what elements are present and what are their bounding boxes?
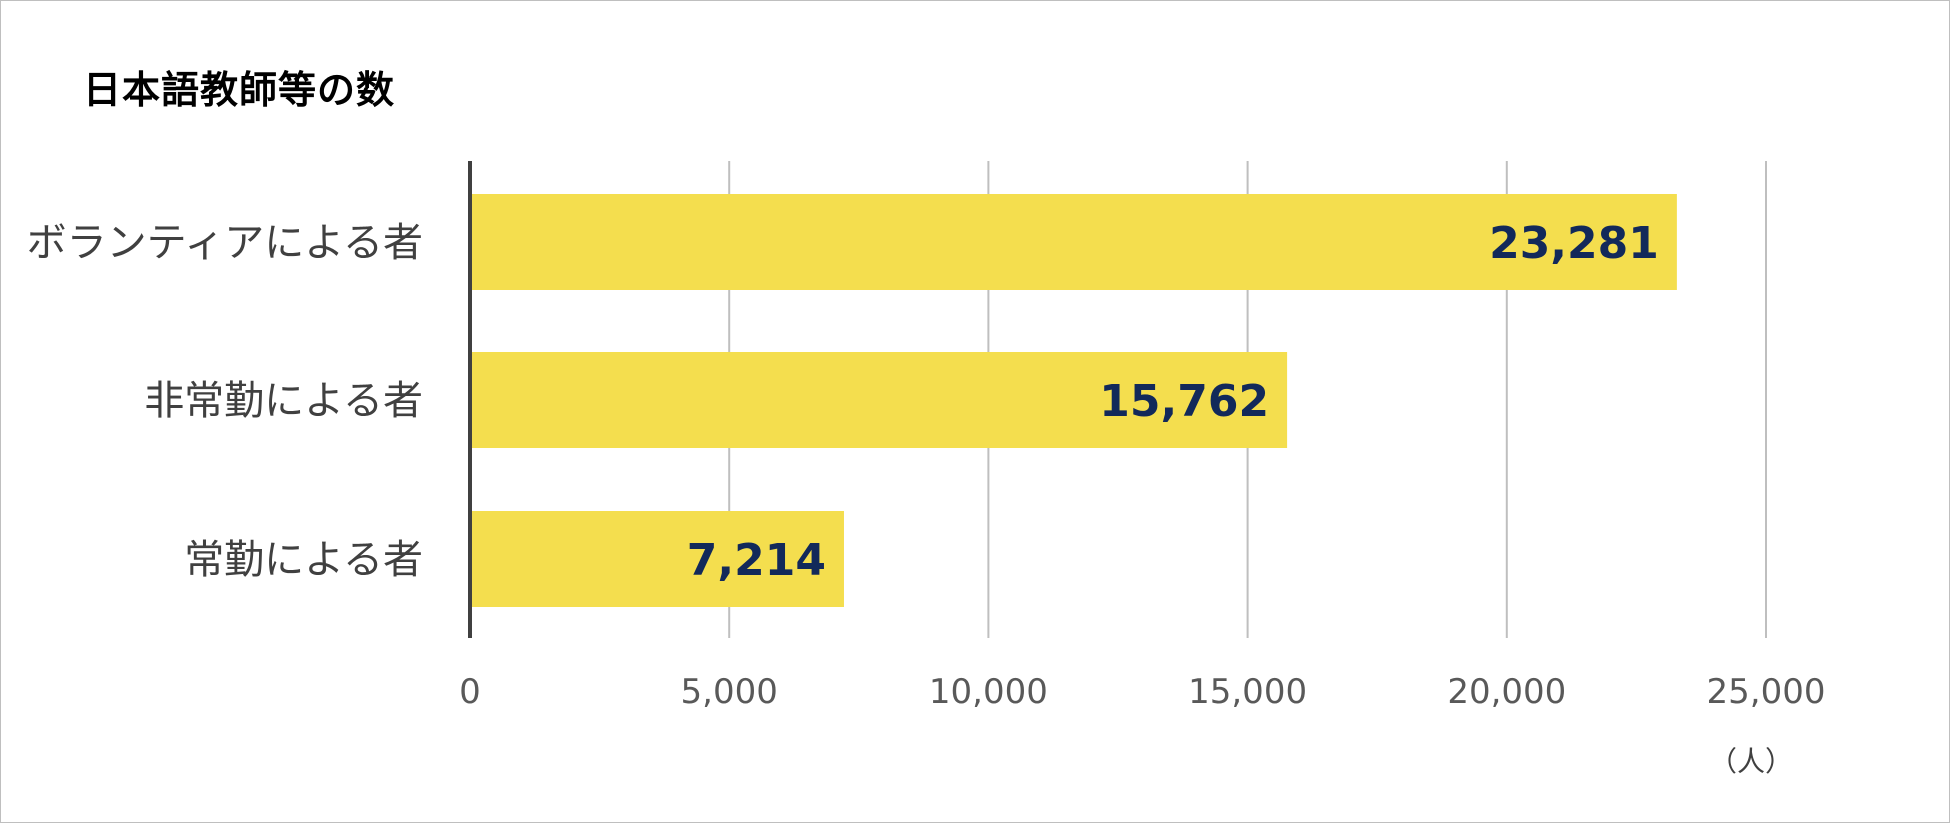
x-tick-label: 15,000	[1188, 672, 1307, 712]
chart-title: 日本語教師等の数	[83, 68, 396, 112]
x-tick-label: 5,000	[681, 672, 778, 712]
data-label: 15,762	[1099, 376, 1269, 427]
x-tick-label: 25,000	[1707, 672, 1826, 712]
x-tick-label: 0	[459, 672, 481, 712]
unit-label: （人）	[1709, 745, 1793, 778]
category-label: ボランティアによる者	[27, 220, 423, 266]
x-tick-label: 20,000	[1447, 672, 1566, 712]
data-label: 7,214	[687, 535, 826, 586]
bar	[470, 511, 844, 607]
category-label: 非常勤による者	[144, 378, 423, 424]
category-label: 常勤による者	[184, 537, 423, 583]
bar	[470, 352, 1288, 448]
data-label: 23,281	[1489, 218, 1659, 269]
bar	[470, 194, 1677, 290]
bars	[470, 194, 1677, 607]
x-tick-label: 10,000	[929, 672, 1048, 712]
labels: 0 5,000 10,000 15,000 20,000 25,000 ボランティアによる者…	[27, 218, 1826, 712]
